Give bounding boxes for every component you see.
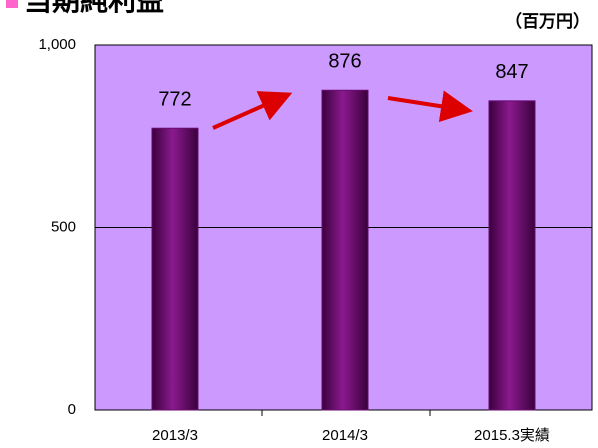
y-tick-label: 1,000 [38, 36, 76, 53]
data-label: 847 [495, 61, 528, 83]
arrow [387, 90, 473, 123]
bar [321, 89, 369, 411]
bar [488, 100, 536, 411]
x-tick-label: 2014/3 [322, 427, 368, 444]
bar [151, 127, 199, 411]
arrow [212, 91, 293, 130]
data-label: 772 [158, 89, 191, 111]
title-bullet [6, 0, 18, 8]
y-tick-label: 0 [68, 401, 76, 418]
x-tick-label: 2013/3 [152, 427, 198, 444]
unit-label: （百万円） [505, 11, 590, 32]
x-tick-label: 2015.3実績 [474, 427, 550, 444]
data-label: 876 [328, 51, 361, 73]
chart-title: 当期純利益 [24, 0, 164, 17]
y-tick-label: 500 [51, 218, 76, 235]
